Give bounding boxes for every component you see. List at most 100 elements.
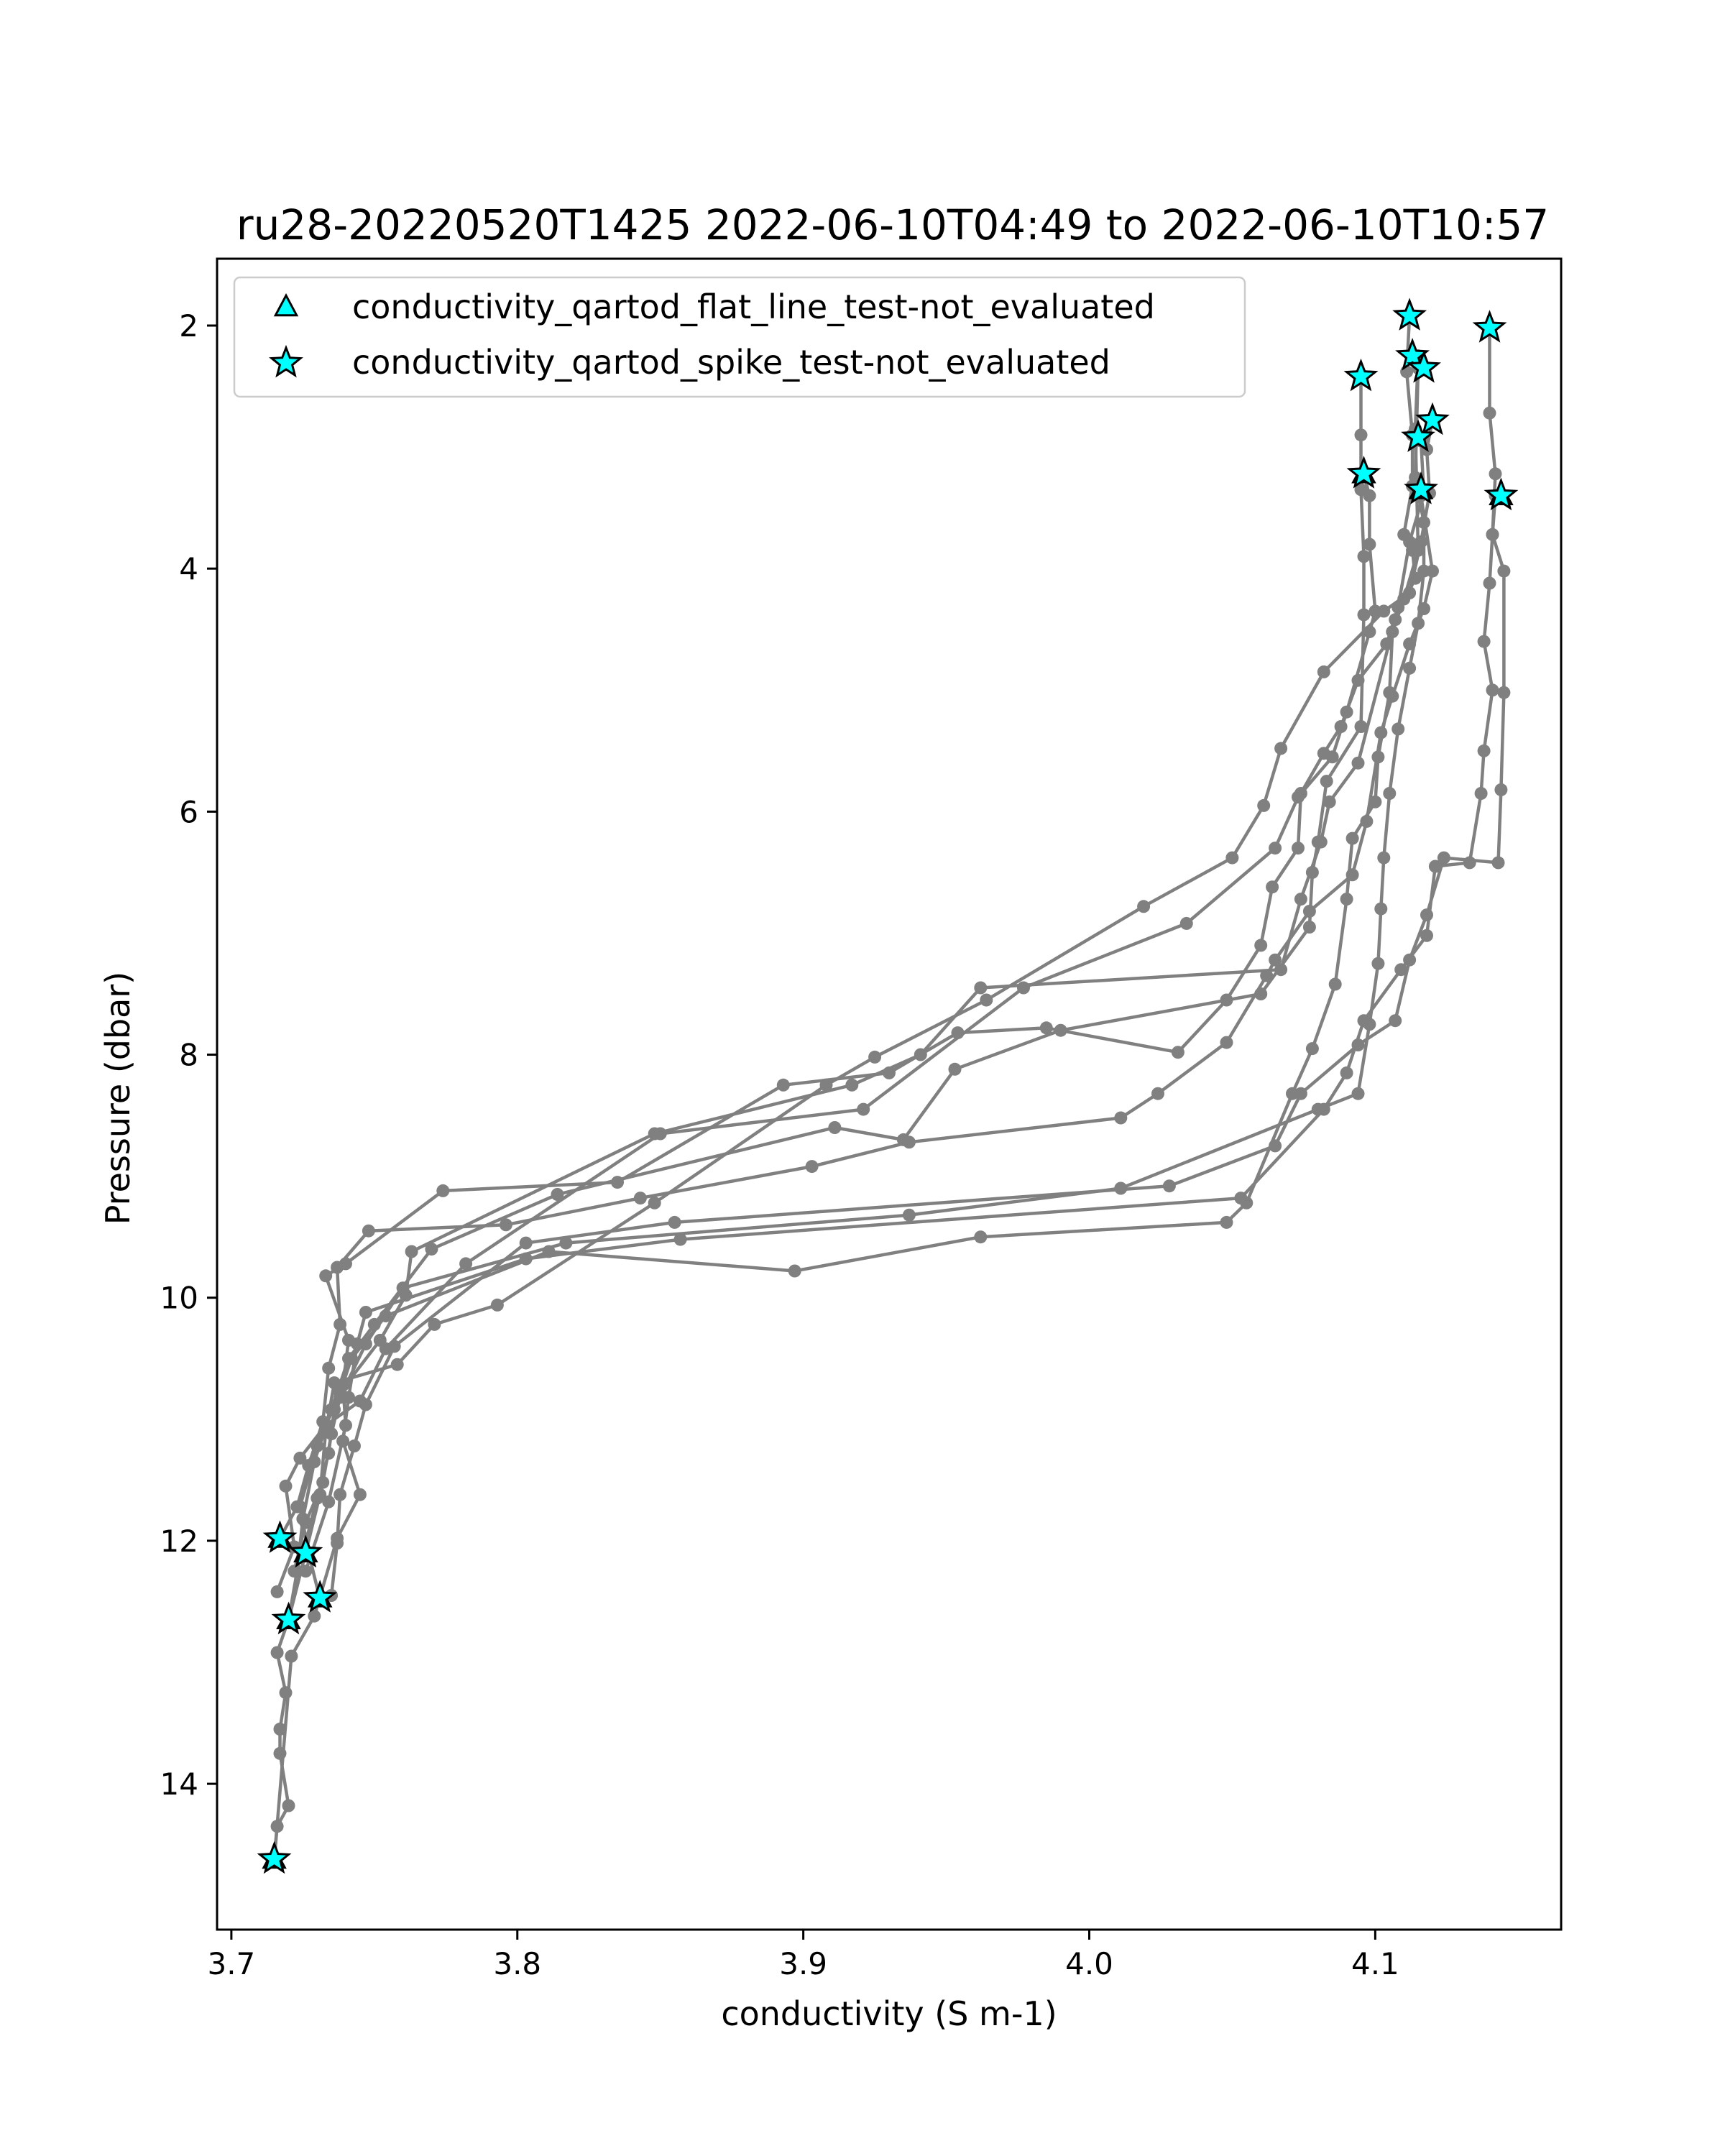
y-tick-label: 6 (179, 794, 198, 829)
profile-10-point (387, 1340, 401, 1353)
profile-10-point (359, 1398, 372, 1411)
profile-9-point (285, 1649, 298, 1663)
profile-1-point (980, 993, 993, 1007)
profile-1-point (270, 1646, 284, 1659)
profile-1-point (490, 1298, 504, 1312)
profile-8-point (302, 1459, 316, 1473)
profile-8-point (322, 1361, 336, 1375)
profile-7-point (1403, 535, 1417, 548)
profile-7-point (1266, 880, 1279, 894)
spike-flag-marker (288, 1534, 323, 1568)
profile-10-point (331, 1537, 344, 1550)
profile-5-point (1368, 795, 1382, 808)
profile-4-point (648, 1127, 661, 1141)
profile-1-point (1274, 742, 1288, 755)
legend-label-spike: conductivity_qartod_spike_test-not_evalu… (352, 343, 1110, 382)
profile-10-point (1294, 1087, 1307, 1100)
profile-9-point (1477, 635, 1491, 648)
profile-3-point (1354, 483, 1368, 497)
profile-9-point (1474, 787, 1488, 800)
legend: conductivity_qartod_flat_line_test-not_e… (233, 276, 1246, 398)
profile-9-point (1477, 744, 1491, 757)
profile-9-point (1489, 467, 1502, 481)
profile-6-point (1392, 722, 1405, 736)
profile-1-point (1317, 665, 1330, 678)
profile-8-point (334, 1317, 347, 1331)
profile-10-point (1497, 686, 1511, 699)
profile-10-point (1491, 856, 1505, 870)
profile-1-point (273, 1723, 287, 1736)
profile-2-point (857, 1102, 870, 1116)
profile-10-point (348, 1439, 361, 1452)
profile-1-point (282, 1799, 295, 1812)
x-tick-label: 3.9 (779, 1946, 827, 1981)
profile-3-point (551, 1188, 564, 1201)
spike-flag-marker (1392, 298, 1427, 331)
profile-6-point (1377, 851, 1391, 865)
profile-4-point (373, 1333, 387, 1347)
legend-label-flat-line: conductivity_qartod_flat_line_test-not_e… (352, 287, 1155, 326)
profile-9-point (1357, 1014, 1371, 1028)
profile-6-point (325, 1427, 339, 1441)
profile-6-point (1403, 661, 1417, 675)
profile-1-point (390, 1358, 404, 1371)
profile-10-point (1403, 953, 1417, 967)
profile-5-point (1346, 831, 1359, 845)
profile-6-point (559, 1236, 573, 1250)
profile-7-point (1292, 842, 1305, 855)
profile-10-point (1351, 1038, 1365, 1051)
profile-4-point (405, 1245, 418, 1258)
profile-3-point (1357, 550, 1371, 563)
profile-9-point (353, 1488, 367, 1501)
x-tick-label: 3.8 (493, 1946, 541, 1981)
profile-5-point (1305, 1042, 1319, 1056)
profile-10-point (1437, 851, 1450, 865)
profile-8-point (1374, 726, 1388, 740)
profile-7-point (1220, 993, 1233, 1007)
profile-6-point (1371, 957, 1385, 970)
profile-10-point (519, 1236, 533, 1250)
profile-1-point (1137, 900, 1151, 913)
profile-6-point (902, 1208, 916, 1222)
profile-2-point (1363, 625, 1376, 639)
profile-5-point (1412, 543, 1425, 557)
profile-8-point (1403, 637, 1417, 650)
profile-3-point (425, 1243, 438, 1256)
profile-9-point (359, 1306, 372, 1319)
profile-1-point (1225, 851, 1239, 865)
spike-flag-marker (257, 1841, 292, 1874)
profile-8-point (1417, 602, 1430, 615)
profile-8-point (331, 1261, 344, 1274)
x-axis: 3.7 3.8 3.9 4.0 4.1 (207, 1930, 1399, 1981)
profile-4-point (1322, 795, 1336, 808)
profile-8-point (1151, 1087, 1164, 1100)
profile-1-point (1257, 798, 1271, 812)
profile-6-point (288, 1565, 301, 1578)
profile-8-point (1386, 689, 1399, 703)
star-marker-icon (269, 344, 303, 378)
profile-10-point (668, 1215, 681, 1229)
triangle-marker-icon (273, 293, 299, 317)
spike-flag-marker (1472, 310, 1507, 343)
profile-7-point (1171, 1046, 1184, 1059)
profile-7-point (319, 1269, 333, 1283)
profile-8-point (1346, 868, 1359, 882)
profile-3-point (948, 1062, 962, 1076)
profile-8-point (1260, 969, 1274, 982)
profile-4-point (845, 1078, 859, 1092)
profile-7-point (1254, 939, 1268, 952)
profile-9-point (342, 1391, 355, 1404)
profile-7-point (776, 1078, 790, 1092)
profile-2-point (1363, 538, 1376, 551)
x-tick-label: 4.0 (1065, 1946, 1113, 1981)
x-axis-label: conductivity (S m-1) (721, 1994, 1057, 2033)
flag-marker-layer (257, 298, 1519, 1874)
profile-1-point (648, 1196, 661, 1210)
profile-5-point (974, 1230, 988, 1244)
profile-3-point (1354, 428, 1368, 442)
profile-8-point (1302, 905, 1316, 918)
y-tick-label: 2 (179, 308, 198, 344)
profile-8-point (1360, 814, 1374, 828)
profile-8-point (1269, 953, 1282, 967)
profile-7-point (611, 1176, 624, 1189)
